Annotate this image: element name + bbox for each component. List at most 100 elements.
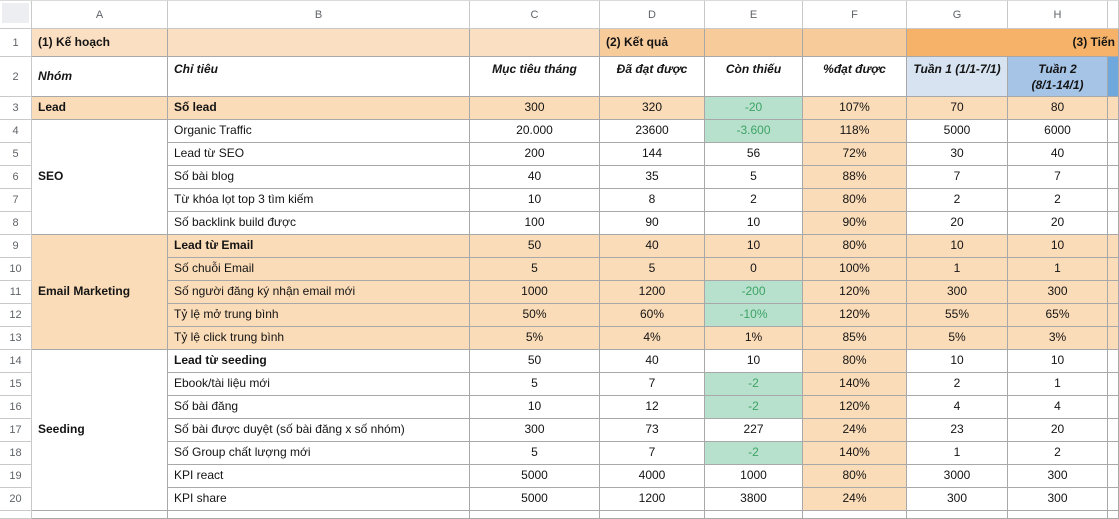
cell-F16[interactable]: 120% xyxy=(803,396,907,419)
cell-I15-partial[interactable] xyxy=(1108,373,1119,396)
row-header-3[interactable]: 3 xyxy=(0,97,32,120)
cell-B14[interactable]: Lead từ seeding xyxy=(168,350,470,373)
cell-H9[interactable]: 10 xyxy=(1008,235,1108,258)
cell-G2[interactable]: Tuần 1 (1/1-7/1) xyxy=(907,57,1008,97)
cell-C1[interactable] xyxy=(470,29,600,57)
cell-D6[interactable]: 35 xyxy=(600,166,705,189)
cell-G20[interactable]: 300 xyxy=(907,488,1008,511)
row-header-11[interactable]: 11 xyxy=(0,281,32,304)
cell-D8[interactable]: 90 xyxy=(600,212,705,235)
cell-B5[interactable]: Lead từ SEO xyxy=(168,143,470,166)
cell-I7-partial[interactable] xyxy=(1108,189,1119,212)
cell-B11[interactable]: Số người đăng ký nhận email mới xyxy=(168,281,470,304)
cell-C19[interactable]: 5000 xyxy=(470,465,600,488)
cell-F4[interactable]: 118% xyxy=(803,120,907,143)
cell-G14[interactable]: 10 xyxy=(907,350,1008,373)
group-cell-A4[interactable]: SEO xyxy=(32,120,168,235)
cell-H20[interactable]: 300 xyxy=(1008,488,1108,511)
cell-C7[interactable]: 10 xyxy=(470,189,600,212)
cell-D1[interactable]: (2) Kết quả xyxy=(600,29,705,57)
cell-I13-partial[interactable] xyxy=(1108,327,1119,350)
cell-F13[interactable]: 85% xyxy=(803,327,907,350)
cell-G8[interactable]: 20 xyxy=(907,212,1008,235)
group-cell-A3[interactable]: Lead xyxy=(32,97,168,120)
group-cell-A9[interactable]: Email Marketing xyxy=(32,235,168,350)
cell-I12-partial[interactable] xyxy=(1108,304,1119,327)
cell-E16[interactable]: -2 xyxy=(705,396,803,419)
cell-F20[interactable]: 24% xyxy=(803,488,907,511)
cell-F15[interactable]: 140% xyxy=(803,373,907,396)
cell-F8[interactable]: 90% xyxy=(803,212,907,235)
cell-C15[interactable]: 5 xyxy=(470,373,600,396)
cell-E14[interactable]: 10 xyxy=(705,350,803,373)
cell-G4[interactable]: 5000 xyxy=(907,120,1008,143)
cell-F9[interactable]: 80% xyxy=(803,235,907,258)
select-all-corner[interactable] xyxy=(0,1,32,29)
cell-D15[interactable]: 7 xyxy=(600,373,705,396)
row-header-5[interactable]: 5 xyxy=(0,143,32,166)
cell-I9-partial[interactable] xyxy=(1108,235,1119,258)
group-cell-A14[interactable]: Seeding xyxy=(32,350,168,511)
cell-H5[interactable]: 40 xyxy=(1008,143,1108,166)
cell-E11[interactable]: -200 xyxy=(705,281,803,304)
cell-F3[interactable]: 107% xyxy=(803,97,907,120)
cell-I10-partial[interactable] xyxy=(1108,258,1119,281)
cell-E19[interactable]: 1000 xyxy=(705,465,803,488)
row-header-9[interactable]: 9 xyxy=(0,235,32,258)
cell-H3[interactable]: 80 xyxy=(1008,97,1108,120)
cell-C9[interactable]: 50 xyxy=(470,235,600,258)
cell-D3[interactable]: 320 xyxy=(600,97,705,120)
column-header-H[interactable]: H xyxy=(1008,1,1108,29)
cell-I5-partial[interactable] xyxy=(1108,143,1119,166)
cell-D12[interactable]: 60% xyxy=(600,304,705,327)
cell-F11[interactable]: 120% xyxy=(803,281,907,304)
cell-D9[interactable]: 40 xyxy=(600,235,705,258)
cell-B2[interactable]: Chỉ tiêu xyxy=(168,57,470,97)
row-header-19[interactable]: 19 xyxy=(0,465,32,488)
cell-B1[interactable] xyxy=(168,29,470,57)
cell-C16[interactable]: 10 xyxy=(470,396,600,419)
cell-A1[interactable]: (1) Kế hoạch xyxy=(32,29,168,57)
cell-B19[interactable]: KPI react xyxy=(168,465,470,488)
cell-G5[interactable]: 30 xyxy=(907,143,1008,166)
cell-B6[interactable]: Số bài blog xyxy=(168,166,470,189)
cell-I2-partial[interactable] xyxy=(1108,57,1119,97)
cell-E9[interactable]: 10 xyxy=(705,235,803,258)
cell-E20[interactable]: 3800 xyxy=(705,488,803,511)
cell-F1[interactable] xyxy=(803,29,907,57)
row-header-12[interactable]: 12 xyxy=(0,304,32,327)
cell-B7[interactable]: Từ khóa lọt top 3 tìm kiếm xyxy=(168,189,470,212)
cell-G9[interactable]: 10 xyxy=(907,235,1008,258)
cell-E12[interactable]: -10% xyxy=(705,304,803,327)
cell-C8[interactable]: 100 xyxy=(470,212,600,235)
column-header-D[interactable]: D xyxy=(600,1,705,29)
cell-F5[interactable]: 72% xyxy=(803,143,907,166)
cell-E3[interactable]: -20 xyxy=(705,97,803,120)
cell-B15[interactable]: Ebook/tài liệu mới xyxy=(168,373,470,396)
cell-G17[interactable]: 23 xyxy=(907,419,1008,442)
cell-E17[interactable]: 227 xyxy=(705,419,803,442)
cell-F17[interactable]: 24% xyxy=(803,419,907,442)
cell-B18[interactable]: Số Group chất lượng mới xyxy=(168,442,470,465)
cell-G13[interactable]: 5% xyxy=(907,327,1008,350)
cell-B12[interactable]: Tỷ lệ mở trung bình xyxy=(168,304,470,327)
cell-B9[interactable]: Lead từ Email xyxy=(168,235,470,258)
row-header-20[interactable]: 20 xyxy=(0,488,32,511)
cell-B8[interactable]: Số backlink build được xyxy=(168,212,470,235)
cell-F12[interactable]: 120% xyxy=(803,304,907,327)
cell-H7[interactable]: 2 xyxy=(1008,189,1108,212)
cell-F6[interactable]: 88% xyxy=(803,166,907,189)
cell-I19-partial[interactable] xyxy=(1108,465,1119,488)
column-header-E[interactable]: E xyxy=(705,1,803,29)
cell-E6[interactable]: 5 xyxy=(705,166,803,189)
column-header-G[interactable]: G xyxy=(907,1,1008,29)
cell-D16[interactable]: 12 xyxy=(600,396,705,419)
cell-D10[interactable]: 5 xyxy=(600,258,705,281)
column-header-B[interactable]: B xyxy=(168,1,470,29)
cell-B3[interactable]: Số lead xyxy=(168,97,470,120)
row-header-15[interactable]: 15 xyxy=(0,373,32,396)
cell-F10[interactable]: 100% xyxy=(803,258,907,281)
row-header-17[interactable]: 17 xyxy=(0,419,32,442)
column-header-C[interactable]: C xyxy=(470,1,600,29)
row-header-14[interactable]: 14 xyxy=(0,350,32,373)
